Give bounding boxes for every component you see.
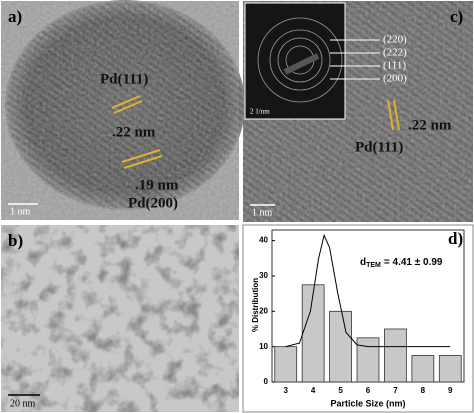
x-tick-label: 3 <box>283 386 288 395</box>
bar <box>411 355 435 383</box>
scale-label: 1 nm <box>10 206 31 217</box>
panel-label: d) <box>448 229 463 248</box>
x-tick-label: 7 <box>393 386 398 395</box>
y-tick-label: 20 <box>259 306 268 315</box>
bar <box>384 328 407 383</box>
particles <box>1 225 239 412</box>
annotation: Pd(200) <box>128 195 178 211</box>
scale-label: 2 1/nm <box>250 108 270 116</box>
annotation: .22 nm <box>112 124 156 140</box>
ring-label: (220) <box>383 34 407 46</box>
chart-bg <box>242 224 474 413</box>
scale-label: 20 nm <box>10 398 36 409</box>
x-tick-label: 8 <box>421 386 426 395</box>
diffraction-inset <box>244 2 380 120</box>
ring-label: (111) <box>383 60 406 72</box>
panel-c: (220) (222) (111) (200) 2 1/nm c) Pd(111… <box>243 1 473 222</box>
lattice-marks <box>387 99 400 131</box>
scale-label: 1 nm <box>252 207 273 218</box>
panel-d: d) dTEM = 4.41 ± 0.99 Particle Size (nm) … <box>242 224 474 413</box>
bar <box>438 355 462 383</box>
bar <box>301 284 325 383</box>
panel-label: a) <box>8 7 22 26</box>
y-axis-label: % Distribution <box>251 278 260 332</box>
panel-a: a) Pd(111) .22 nm .19 nm Pd(200) 1 nm <box>1 0 245 220</box>
y-tick-label: 30 <box>259 271 268 280</box>
annotation: Pd(111) <box>100 71 148 87</box>
ring-label: (200) <box>383 73 407 85</box>
annotation: Pd(111) <box>355 139 403 155</box>
fit-curve <box>285 233 451 348</box>
y-tick-label: 40 <box>259 236 268 245</box>
x-tick-label: 9 <box>448 386 453 395</box>
ring-label: (222) <box>383 47 407 59</box>
y-tick-label: 0 <box>264 377 269 386</box>
bar <box>329 310 352 383</box>
y-tick-label: 10 <box>259 342 268 351</box>
x-tick-label: 4 <box>311 386 316 395</box>
annotation: .22 nm <box>408 117 452 133</box>
x-tick-label: 6 <box>366 386 371 395</box>
annotation: .19 nm <box>135 177 179 193</box>
panel-b: b) 20 nm <box>1 225 239 412</box>
panel-label: b) <box>8 231 23 250</box>
bar <box>274 346 298 383</box>
x-axis-label: Particle Size (nm) <box>330 398 405 408</box>
x-tick-label: 5 <box>338 386 343 395</box>
bar <box>356 337 380 383</box>
annotation: dTEM = 4.41 ± 0.99 <box>360 257 443 269</box>
lattice-marks <box>111 95 163 169</box>
panel-label: c) <box>450 7 463 26</box>
